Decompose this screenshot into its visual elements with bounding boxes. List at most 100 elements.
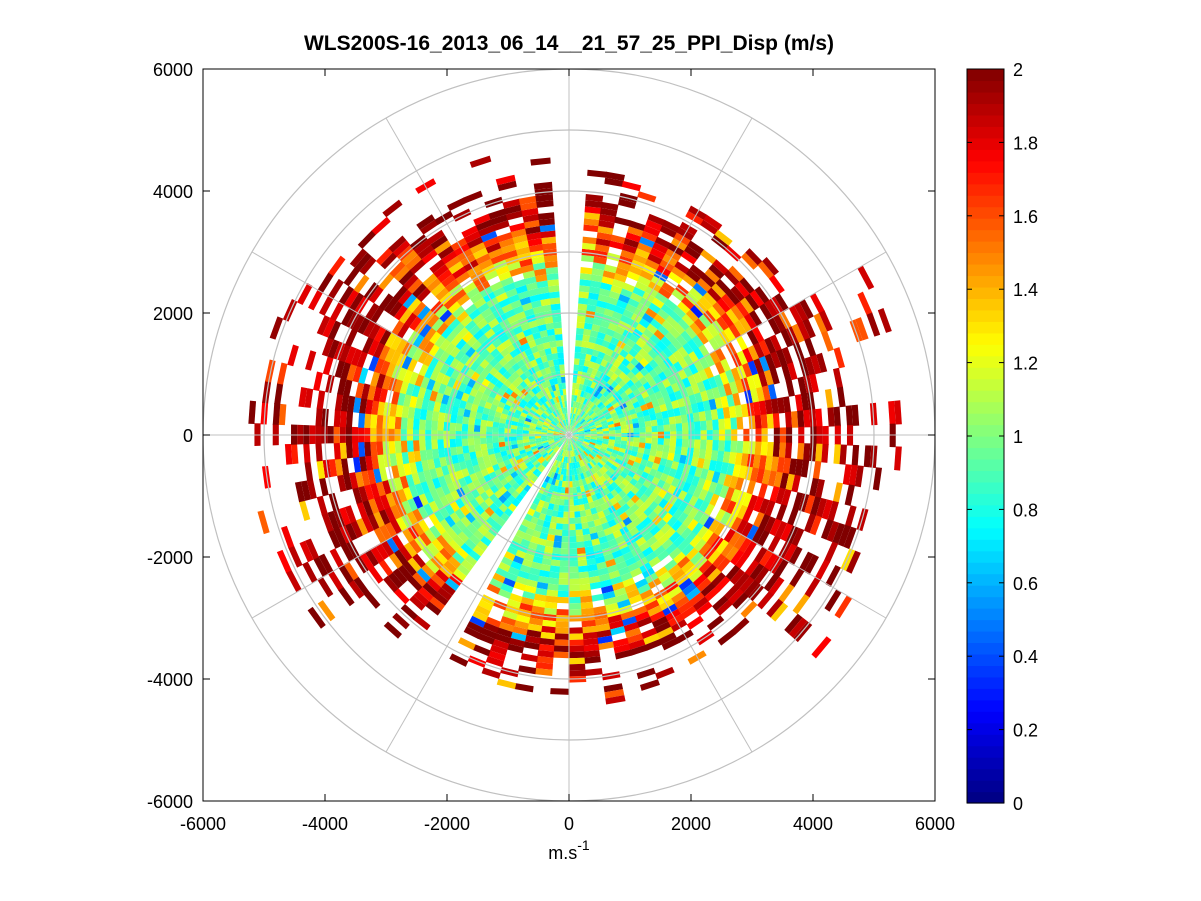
- data-cell: [804, 554, 820, 575]
- data-cell: [545, 447, 552, 453]
- data-cell: [417, 470, 427, 484]
- data-cell: [424, 366, 435, 379]
- data-cell: [482, 407, 491, 415]
- data-cell: [463, 474, 473, 485]
- data-cell: [644, 420, 652, 428]
- data-cell: [480, 323, 492, 335]
- colorbar-band: [967, 378, 1004, 391]
- data-cell: [534, 337, 544, 346]
- data-cell: [514, 240, 530, 250]
- data-cell: [685, 326, 698, 340]
- data-cell: [776, 349, 788, 367]
- data-cell: [622, 516, 633, 527]
- data-cell: [612, 529, 623, 539]
- data-cell: [464, 401, 473, 411]
- data-cell: [629, 477, 638, 487]
- data-cell: [334, 359, 346, 379]
- data-cell: [318, 477, 329, 497]
- data-cell: [616, 409, 624, 416]
- data-cell: [649, 449, 657, 457]
- data-cell: [420, 563, 436, 579]
- data-cell: [663, 438, 671, 446]
- data-cell: [614, 216, 632, 227]
- data-cell: [305, 350, 317, 371]
- data-cell: [577, 498, 584, 506]
- data-cell: [498, 621, 515, 633]
- data-cell: [753, 358, 765, 375]
- data-cell: [353, 274, 370, 294]
- data-cell: [559, 560, 569, 567]
- data-cell: [472, 396, 481, 406]
- data-cell: [654, 566, 668, 579]
- data-cell: [394, 265, 411, 282]
- data-cell: [587, 520, 596, 529]
- data-cell: [527, 353, 536, 362]
- data-cell: [513, 581, 526, 591]
- data-cell: [603, 479, 611, 488]
- data-cell: [618, 490, 627, 499]
- data-cell: [526, 231, 542, 241]
- data-cell: [412, 333, 425, 348]
- data-cell: [593, 447, 600, 453]
- data-cell: [303, 443, 311, 463]
- data-cell: [617, 261, 632, 272]
- data-cell: [548, 440, 555, 445]
- data-cell: [577, 473, 582, 481]
- data-cell: [327, 339, 340, 359]
- data-cell: [635, 362, 645, 372]
- data-cell: [573, 395, 578, 402]
- data-cell: [649, 540, 662, 552]
- data-cell: [532, 262, 547, 271]
- data-cell: [706, 439, 713, 451]
- data-cell: [484, 460, 493, 469]
- data-cell: [815, 497, 828, 518]
- data-cell: [460, 315, 473, 328]
- data-cell: [444, 577, 460, 591]
- data-cell: [559, 430, 566, 434]
- data-cell: [803, 409, 811, 428]
- data-cell: [503, 551, 516, 561]
- data-cell: [530, 345, 539, 354]
- data-cell: [619, 420, 627, 427]
- data-cell: [562, 517, 569, 525]
- data-cell: [596, 232, 613, 241]
- data-cell: [457, 407, 465, 417]
- data-cell: [405, 473, 415, 488]
- data-cell: [568, 572, 580, 579]
- data-cell: [599, 345, 608, 354]
- data-cell: [458, 460, 467, 471]
- data-cell: [606, 385, 615, 393]
- data-cell: [364, 484, 375, 501]
- data-cell: [736, 440, 744, 454]
- data-cell: [503, 403, 511, 411]
- data-cell: [376, 414, 384, 429]
- data-cell: [711, 283, 727, 299]
- data-cell: [766, 413, 774, 429]
- data-cell: [583, 540, 593, 548]
- data-cell: [652, 344, 663, 356]
- data-cell: [724, 487, 735, 501]
- data-cell: [590, 404, 598, 411]
- data-cell: [585, 448, 592, 454]
- colorbar-band: [967, 275, 1004, 288]
- data-cell: [648, 501, 659, 512]
- data-cell: [573, 505, 580, 512]
- data-cell: [345, 328, 358, 347]
- grid-spoke: [568, 434, 753, 753]
- data-cell: [304, 388, 314, 408]
- data-cell: [607, 519, 617, 528]
- data-cell: [382, 199, 403, 218]
- y-tick-label: -4000: [147, 670, 193, 690]
- data-cell: [329, 301, 345, 322]
- data-cell: [589, 581, 602, 590]
- data-cell: [546, 372, 554, 380]
- colorbar-band: [967, 630, 1004, 644]
- data-cell: [361, 470, 371, 487]
- data-cell: [460, 342, 472, 354]
- data-cell: [792, 593, 810, 615]
- data-cell: [712, 595, 729, 612]
- data-cell: [497, 180, 517, 192]
- data-cell: [437, 447, 446, 458]
- data-cell: [585, 456, 591, 463]
- data-cell: [547, 438, 554, 442]
